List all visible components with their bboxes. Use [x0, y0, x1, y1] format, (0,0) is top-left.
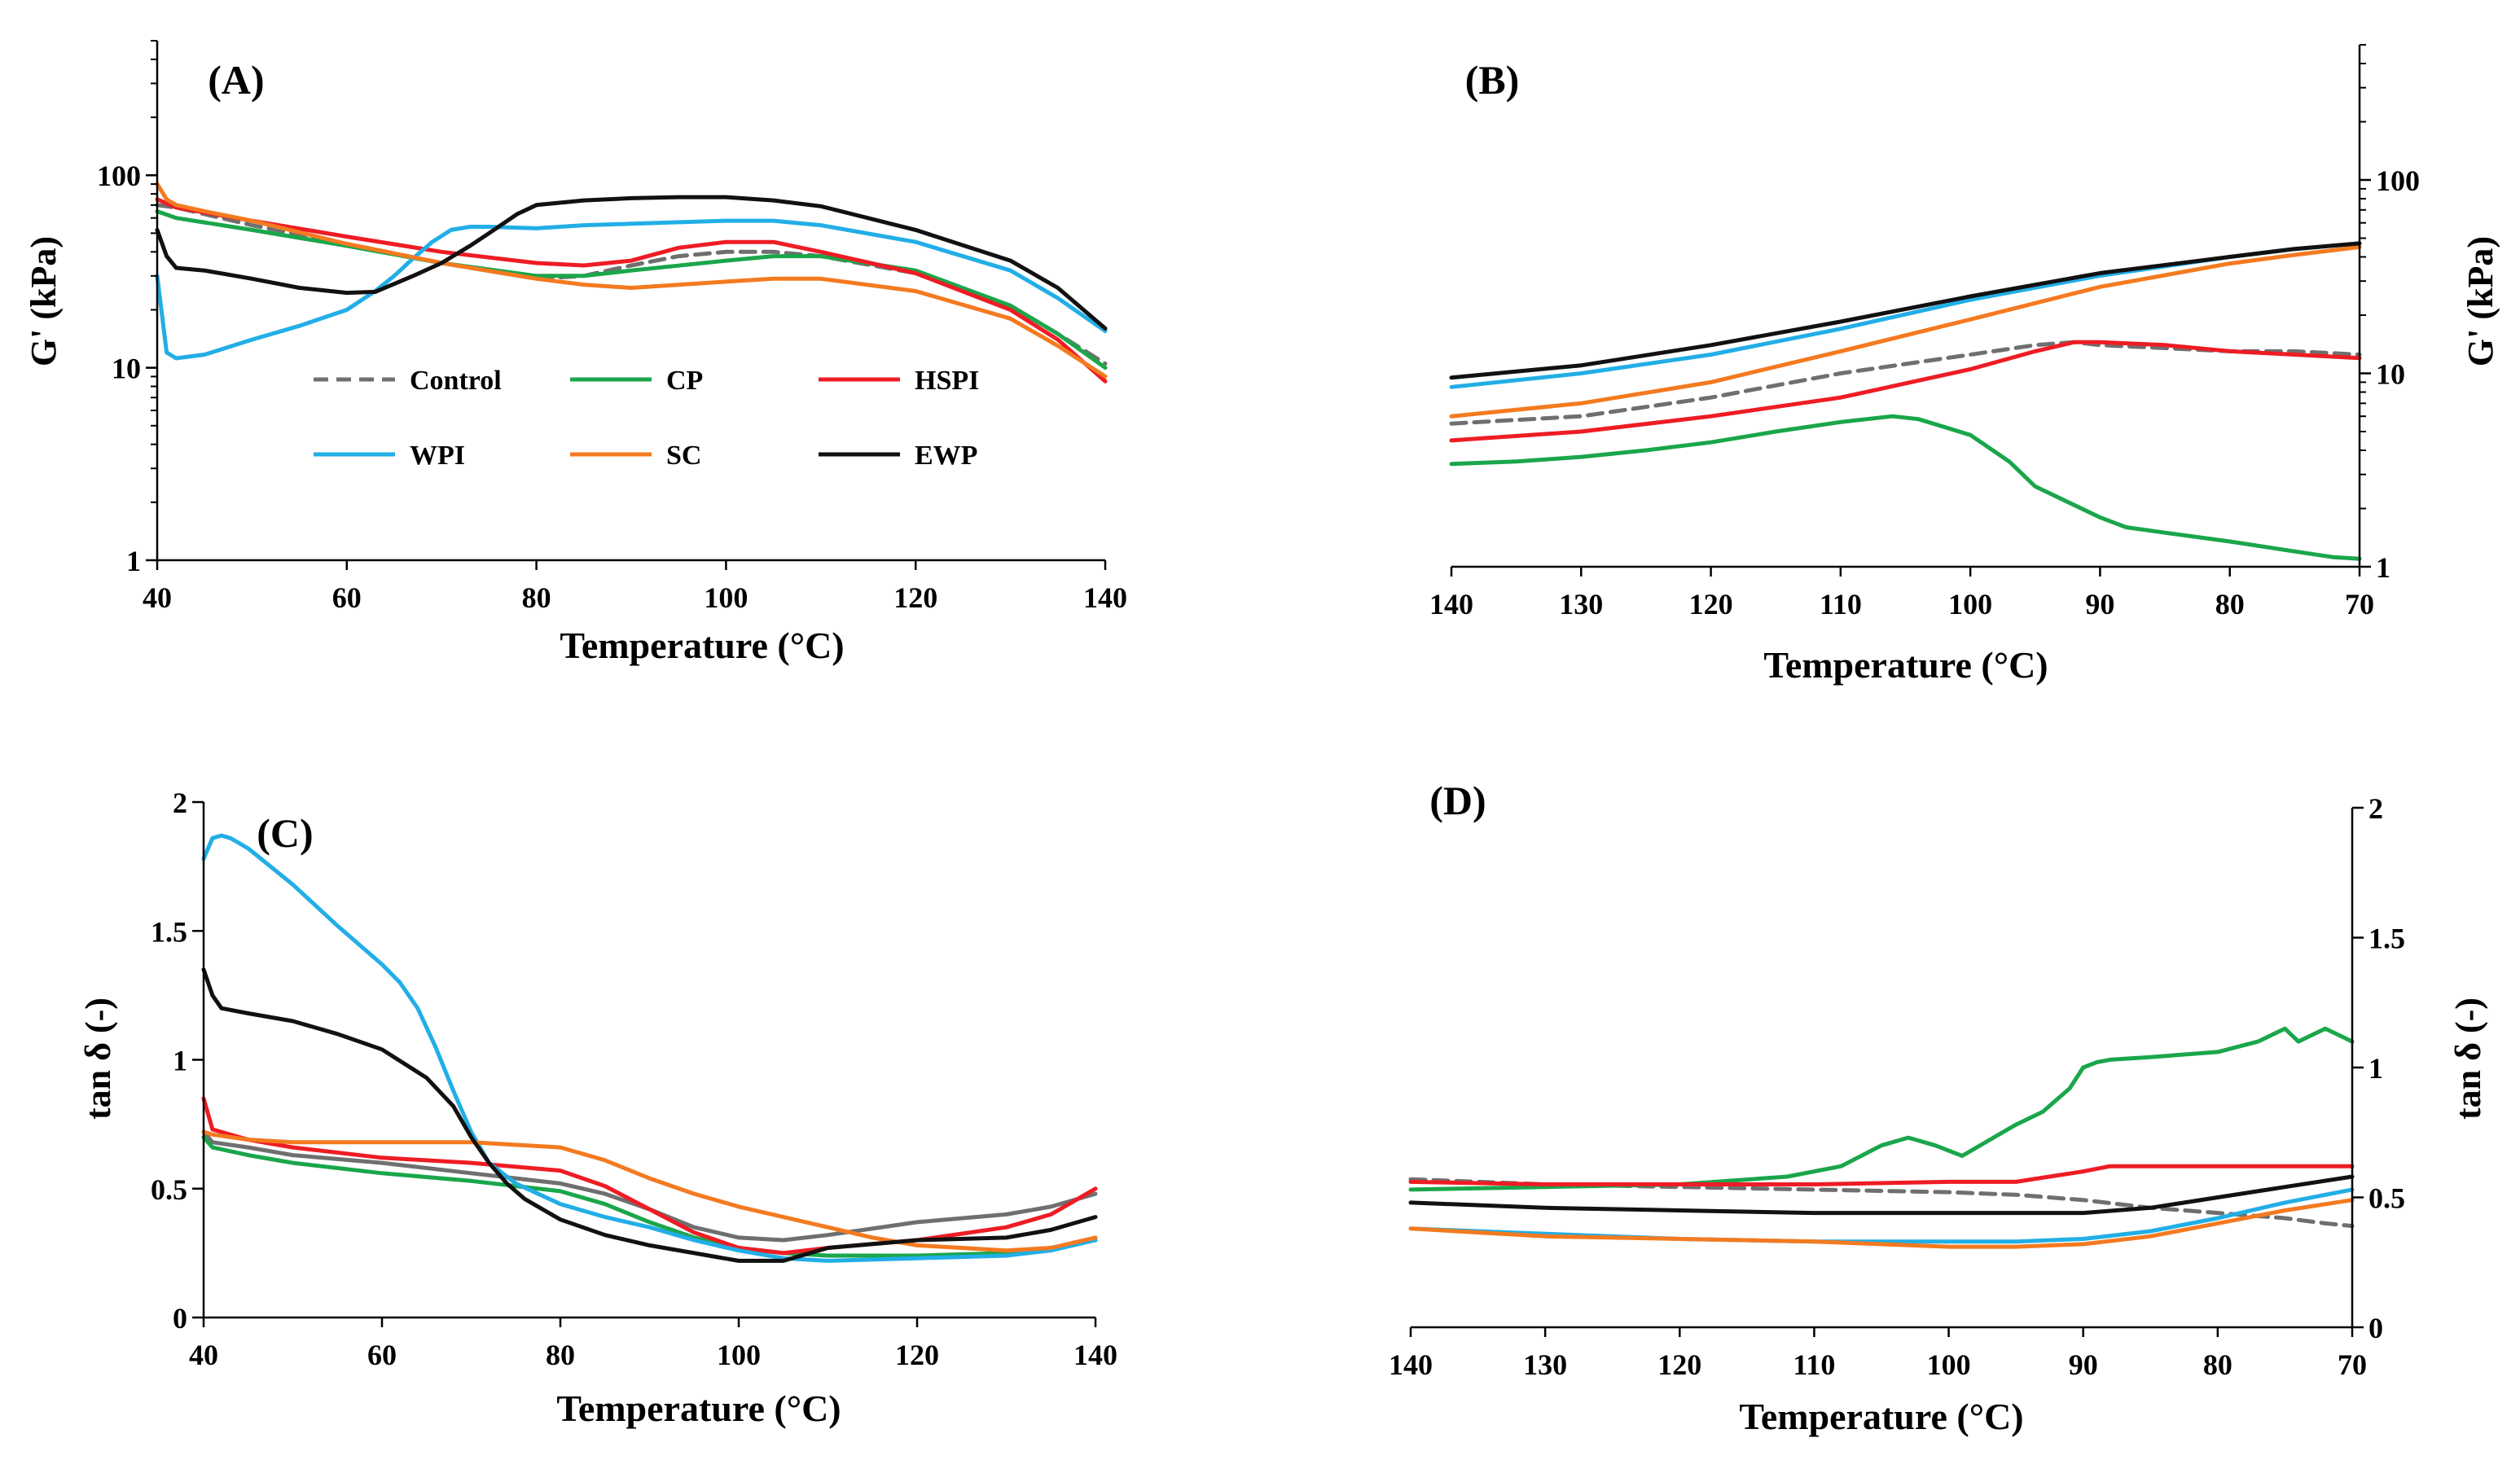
x-tick-label: 40 [143, 581, 172, 614]
x-tick-label: 120 [1657, 1348, 1701, 1381]
x-tick-label: 60 [332, 581, 362, 614]
y-tick-label: 1.5 [2369, 923, 2405, 955]
x-tick-label: 120 [893, 581, 937, 614]
x-tick-label: 130 [1523, 1348, 1567, 1381]
series-line-ewp [155, 195, 1108, 331]
y-axis-label: tan δ (-) [78, 997, 118, 1120]
panel-b: 140 130 120 110 100 90 80 70110100(B)Temperatur… [1429, 44, 2500, 686]
y-tick-label: 1 [2376, 551, 2390, 584]
y-axis-label: G' (kPa) [2461, 236, 2500, 366]
y-tick-label: 0 [173, 1302, 187, 1335]
series-line-hspi [1408, 1164, 2355, 1186]
legend-label-wpi: WPI [410, 441, 465, 471]
x-tick-label: 70 [2338, 1348, 2367, 1381]
x-tick-label: 140 [1073, 1339, 1117, 1371]
y-tick-label: 2 [2369, 792, 2383, 825]
x-tick-label: 80 [2215, 588, 2245, 620]
x-tick-label: 80 [522, 581, 551, 614]
x-tick-label: 100 [1948, 588, 1992, 620]
x-tick-label: 130 [1559, 588, 1603, 620]
panel-label: (A) [208, 57, 264, 103]
series-line-sc [1408, 1198, 2355, 1249]
legend-label-sc: SC [666, 441, 701, 471]
y-tick-label: 0.5 [151, 1173, 187, 1206]
x-axis-label: Temperature (°C) [1763, 644, 2048, 686]
series-line-cp [1408, 1026, 2355, 1192]
series-line-ewp [201, 967, 1098, 1263]
legend-label-hspi: HSPI [915, 366, 979, 396]
y-axis-label: tan δ (-) [2448, 997, 2488, 1120]
x-tick-label: 120 [895, 1339, 939, 1371]
series-line-control [1408, 1177, 2355, 1229]
x-axis-label: Temperature (°C) [1739, 1396, 2023, 1437]
y-tick-label: 100 [2376, 164, 2420, 197]
x-tick-label: 90 [2085, 588, 2114, 620]
x-tick-label: 90 [2069, 1348, 2098, 1381]
panel-c: 40 60 80 100 120 140 0 0.5 1 1.5 2 (C) Temperature (… [78, 787, 1117, 1429]
panel-label: (D) [1429, 778, 1486, 823]
legend-label-cp: CP [666, 366, 703, 396]
series-line-cp [1449, 414, 2362, 561]
legend-label-control: Control [410, 366, 502, 396]
y-tick-label: 10 [2376, 358, 2405, 391]
series-line-hspi [201, 1096, 1098, 1256]
y-tick-label: 1 [173, 1045, 187, 1077]
y-tick-label: 10 [112, 353, 141, 385]
x-tick-label: 80 [546, 1339, 575, 1371]
y-tick-label: 0.5 [2369, 1182, 2405, 1215]
series-line-control [1449, 340, 2362, 426]
x-tick-label: 40 [189, 1339, 218, 1371]
y-tick-label: 1 [126, 545, 141, 577]
x-tick-label: 140 [1083, 581, 1127, 614]
y-tick-label: 0 [2369, 1312, 2383, 1344]
panel-label: (B) [1465, 57, 1520, 103]
series-line-sc [155, 182, 1108, 379]
y-tick-label: 2 [173, 787, 187, 819]
x-tick-label: 100 [704, 581, 748, 614]
series-line-wpi [201, 833, 1098, 1263]
panel-d: 140 130 120 110 100 90 80 700 0.5 1 1.5 2 (D) Tempera… [1389, 778, 2488, 1437]
x-tick-label: 100 [1927, 1348, 1971, 1381]
x-tick-label: 80 [2203, 1348, 2232, 1381]
panel-label: (C) [257, 810, 313, 856]
x-axis-label: Temperature (°C) [556, 1388, 841, 1429]
series-line-sc [201, 1129, 1098, 1253]
x-tick-label: 60 [367, 1339, 397, 1371]
y-tick-label: 1 [2369, 1052, 2383, 1085]
legend-label-ewp: EWP [915, 441, 977, 471]
x-tick-label: 120 [1689, 588, 1733, 620]
x-tick-label: 110 [1820, 588, 1862, 620]
x-tick-label: 70 [2345, 588, 2374, 620]
series-line-hspi [155, 197, 1108, 384]
y-tick-label: 1.5 [151, 915, 187, 948]
x-tick-label: 100 [717, 1339, 761, 1371]
x-tick-label: 140 [1389, 1348, 1433, 1381]
x-tick-label: 110 [1793, 1348, 1835, 1381]
series-line-wpi [155, 218, 1108, 361]
x-tick-label: 140 [1429, 588, 1473, 620]
panel-a: 40 60 80 100 120 140 1 10 100 (A) Temperature (°C)… [24, 40, 1127, 666]
series-line-ewp [1449, 241, 2362, 380]
x-axis-label: Temperature (°C) [560, 625, 844, 666]
series-line-sc [1449, 244, 2362, 419]
series-line-cp [201, 1135, 1098, 1258]
series-line-hspi [1449, 340, 2362, 443]
series-line-cp [155, 209, 1108, 370]
y-tick-label: 100 [97, 160, 141, 192]
y-axis-label: G' (kPa) [24, 236, 64, 366]
series-line-ewp [1408, 1174, 2355, 1216]
